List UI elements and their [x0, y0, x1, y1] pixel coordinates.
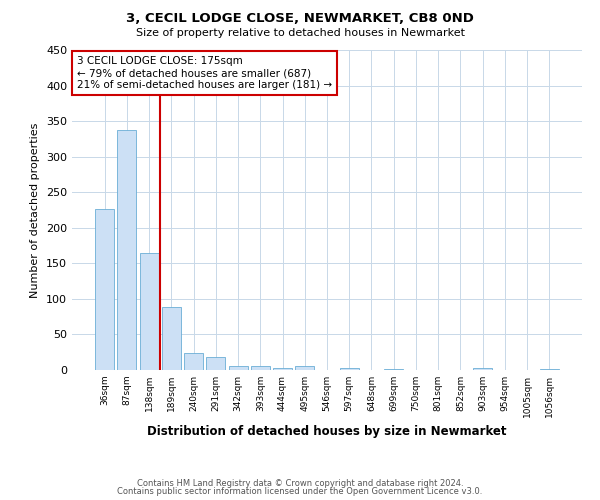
Bar	[140, 252, 158, 370]
Bar	[229, 366, 248, 370]
Bar	[295, 366, 314, 370]
Bar	[184, 353, 203, 370]
Bar	[162, 306, 181, 370]
Text: 3 CECIL LODGE CLOSE: 175sqm
← 79% of detached houses are smaller (687)
21% of se: 3 CECIL LODGE CLOSE: 175sqm ← 79% of det…	[77, 56, 332, 90]
Text: Size of property relative to detached houses in Newmarket: Size of property relative to detached ho…	[136, 28, 464, 38]
Bar	[95, 210, 114, 370]
Bar	[118, 130, 136, 370]
Text: Contains HM Land Registry data © Crown copyright and database right 2024.: Contains HM Land Registry data © Crown c…	[137, 478, 463, 488]
Bar	[473, 368, 492, 370]
X-axis label: Distribution of detached houses by size in Newmarket: Distribution of detached houses by size …	[147, 426, 507, 438]
Y-axis label: Number of detached properties: Number of detached properties	[31, 122, 40, 298]
Bar	[384, 368, 403, 370]
Text: 3, CECIL LODGE CLOSE, NEWMARKET, CB8 0ND: 3, CECIL LODGE CLOSE, NEWMARKET, CB8 0ND	[126, 12, 474, 26]
Bar	[540, 368, 559, 370]
Bar	[273, 368, 292, 370]
Text: Contains public sector information licensed under the Open Government Licence v3: Contains public sector information licen…	[118, 487, 482, 496]
Bar	[340, 368, 359, 370]
Bar	[206, 357, 225, 370]
Bar	[251, 366, 270, 370]
